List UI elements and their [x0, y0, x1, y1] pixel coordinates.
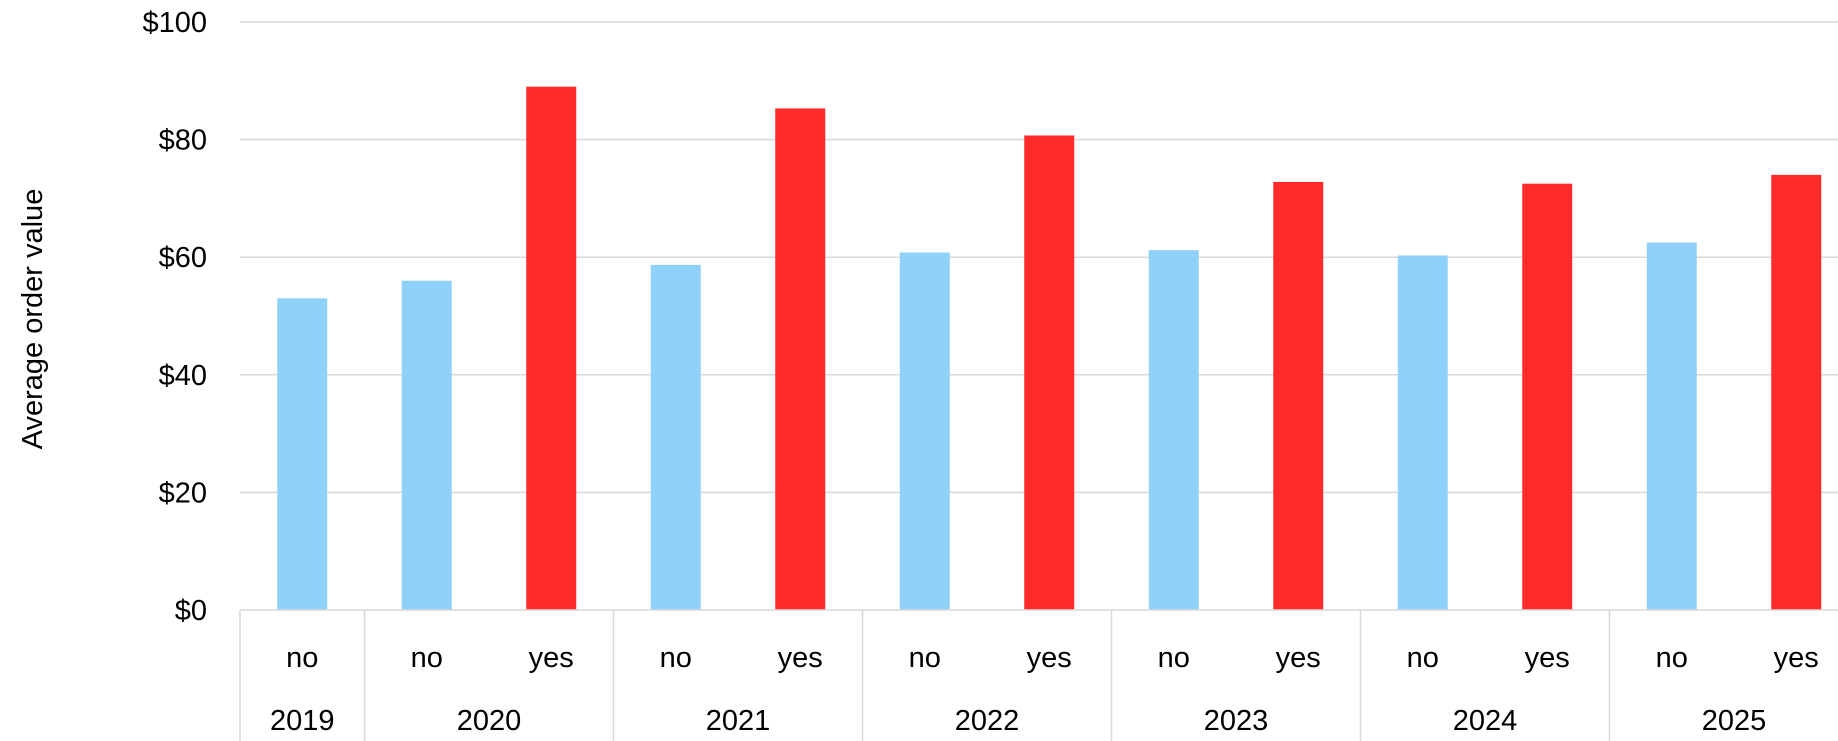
bar-2025-no	[1646, 242, 1697, 610]
bar-2024-yes	[1522, 183, 1573, 610]
x-category-label: yes	[1525, 642, 1570, 674]
bar-2024-no	[1397, 255, 1448, 610]
x-category-label: no	[909, 642, 941, 674]
bar-2023-yes	[1273, 181, 1324, 610]
bar-2020-no	[401, 280, 452, 610]
bar-2021-yes	[775, 108, 826, 610]
x-group-label: 2023	[1204, 705, 1269, 737]
x-category-label: no	[411, 642, 443, 674]
y-tick-label: $20	[159, 477, 207, 509]
x-category-label: yes	[529, 642, 574, 674]
x-category-label: yes	[778, 642, 823, 674]
x-group-label: 2019	[270, 705, 335, 737]
y-axis-title: Average order value	[17, 189, 49, 450]
x-category-label: yes	[1027, 642, 1072, 674]
y-tick-label: $60	[159, 242, 207, 274]
y-tick-label: $80	[159, 125, 207, 157]
bars	[277, 86, 1822, 611]
x-category-label: no	[286, 642, 318, 674]
bar-2021-no	[650, 264, 701, 610]
bar-2019-no	[277, 298, 328, 610]
y-axis-ticks: $0 $20 $40 $60 $80 $100	[142, 7, 207, 627]
y-tick-label: $0	[175, 595, 207, 627]
bar-2022-yes	[1024, 135, 1075, 610]
x-group-label: 2021	[706, 705, 771, 737]
bar-2025-yes	[1771, 174, 1822, 610]
bar-2023-no	[1148, 250, 1199, 611]
x-category-label: no	[1158, 642, 1190, 674]
x-category-label: no	[1656, 642, 1688, 674]
bar-2022-no	[899, 252, 950, 610]
x-category-label: yes	[1276, 642, 1321, 674]
x-category-label: no	[1407, 642, 1439, 674]
y-tick-label: $100	[142, 7, 207, 39]
x-group-label: 2022	[955, 705, 1020, 737]
x-category-label: no	[660, 642, 692, 674]
x-group-label: 2020	[457, 705, 522, 737]
bar-2020-yes	[526, 86, 577, 611]
x-group-label: 2024	[1453, 705, 1518, 737]
y-tick-label: $40	[159, 360, 207, 392]
x-category-label: yes	[1774, 642, 1819, 674]
x-group-label: 2025	[1702, 705, 1767, 737]
